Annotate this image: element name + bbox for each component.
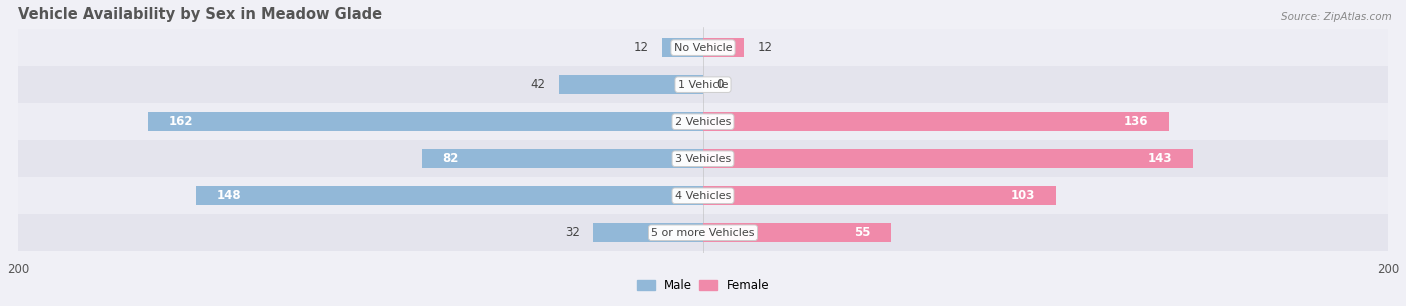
Text: 103: 103 <box>1011 189 1035 202</box>
Text: 42: 42 <box>530 78 546 91</box>
Bar <box>593 223 703 242</box>
Bar <box>18 29 1388 66</box>
Bar <box>703 223 891 242</box>
Text: 12: 12 <box>758 41 773 54</box>
Bar <box>703 186 1056 205</box>
Text: Source: ZipAtlas.com: Source: ZipAtlas.com <box>1281 12 1392 22</box>
Bar <box>148 112 703 131</box>
Bar <box>703 38 744 57</box>
Text: 55: 55 <box>855 226 870 239</box>
Text: 82: 82 <box>443 152 460 165</box>
Bar <box>197 186 703 205</box>
Bar <box>18 140 1388 177</box>
Bar <box>662 38 703 57</box>
Bar <box>422 149 703 168</box>
Text: 32: 32 <box>565 226 579 239</box>
Text: 12: 12 <box>633 41 648 54</box>
Bar <box>18 103 1388 140</box>
Text: 4 Vehicles: 4 Vehicles <box>675 191 731 201</box>
Bar <box>703 112 1168 131</box>
Text: 143: 143 <box>1147 152 1173 165</box>
Bar <box>18 177 1388 214</box>
Bar <box>560 75 703 94</box>
Bar <box>703 149 1192 168</box>
Text: 148: 148 <box>217 189 242 202</box>
Text: 2 Vehicles: 2 Vehicles <box>675 117 731 127</box>
Text: 3 Vehicles: 3 Vehicles <box>675 154 731 164</box>
Text: No Vehicle: No Vehicle <box>673 43 733 53</box>
Bar <box>18 214 1388 251</box>
Text: 162: 162 <box>169 115 193 128</box>
Text: 0: 0 <box>717 78 724 91</box>
Text: 5 or more Vehicles: 5 or more Vehicles <box>651 228 755 238</box>
Bar <box>18 66 1388 103</box>
Text: Vehicle Availability by Sex in Meadow Glade: Vehicle Availability by Sex in Meadow Gl… <box>18 7 382 22</box>
Legend: Male, Female: Male, Female <box>633 274 773 297</box>
Text: 136: 136 <box>1123 115 1149 128</box>
Text: 1 Vehicle: 1 Vehicle <box>678 80 728 90</box>
